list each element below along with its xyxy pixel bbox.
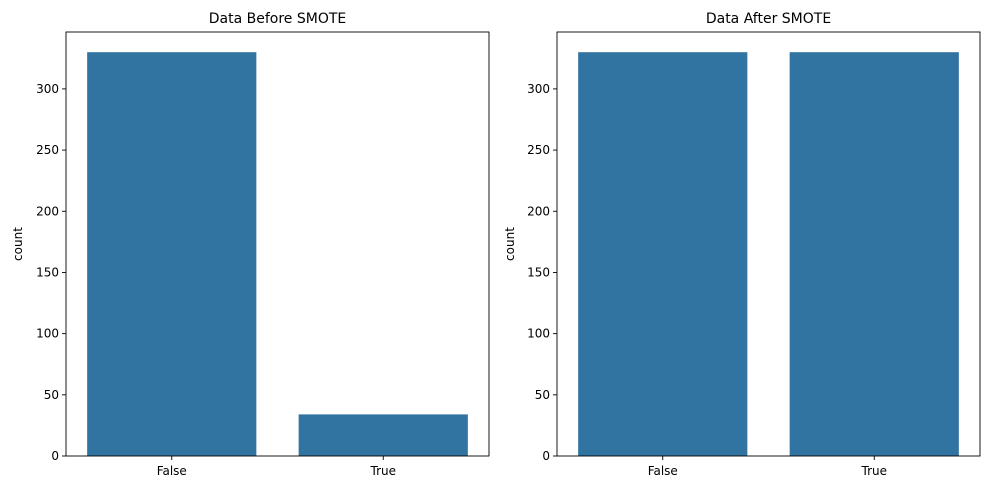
bars-before (87, 52, 468, 456)
y-tick-label: 100 (527, 327, 550, 341)
y-tick-label: 150 (36, 265, 59, 279)
y-tick-label: 300 (36, 82, 59, 96)
y-tick-label: 250 (36, 143, 59, 157)
y-tick-label: 0 (51, 449, 59, 463)
y-tick-label: 150 (527, 265, 550, 279)
y-tick-label: 200 (527, 204, 550, 218)
y-tick-label: 100 (36, 327, 59, 341)
plot-frame-before (65, 31, 490, 457)
y-tick-label: 300 (527, 82, 550, 96)
bar-true (789, 52, 959, 456)
chart-title-after: Data After SMOTE (706, 11, 831, 27)
bar-false (87, 52, 257, 456)
x-ticks-after: False True (648, 456, 887, 478)
y-tick-label: 50 (535, 388, 550, 402)
y-ticks-before: 0 50 100 150 200 250 300 (36, 82, 66, 463)
bar-true (298, 414, 468, 456)
x-tick-label: False (648, 464, 678, 478)
y-axis-label-after: count (503, 227, 517, 261)
bars-after (578, 52, 959, 456)
y-tick-label: 50 (44, 388, 59, 402)
x-ticks-before: False True (157, 456, 396, 478)
y-tick-label: 250 (527, 143, 550, 157)
chart-before-smote: Data Before SMOTE count 0 50 100 150 200 250 3… (11, 11, 490, 478)
plot-frame-after (556, 31, 981, 457)
x-tick-label: False (157, 464, 187, 478)
chart-after-smote: Data After SMOTE count 0 50 100 150 200 250 30… (503, 11, 981, 478)
x-tick-label: True (370, 464, 397, 478)
y-axis-label-before: count (11, 227, 25, 261)
x-tick-label: True (861, 464, 888, 478)
bar-false (578, 52, 748, 456)
y-tick-label: 0 (542, 449, 550, 463)
y-tick-label: 200 (36, 204, 59, 218)
y-ticks-after: 0 50 100 150 200 250 300 (527, 82, 557, 463)
chart-title-before: Data Before SMOTE (209, 11, 346, 27)
